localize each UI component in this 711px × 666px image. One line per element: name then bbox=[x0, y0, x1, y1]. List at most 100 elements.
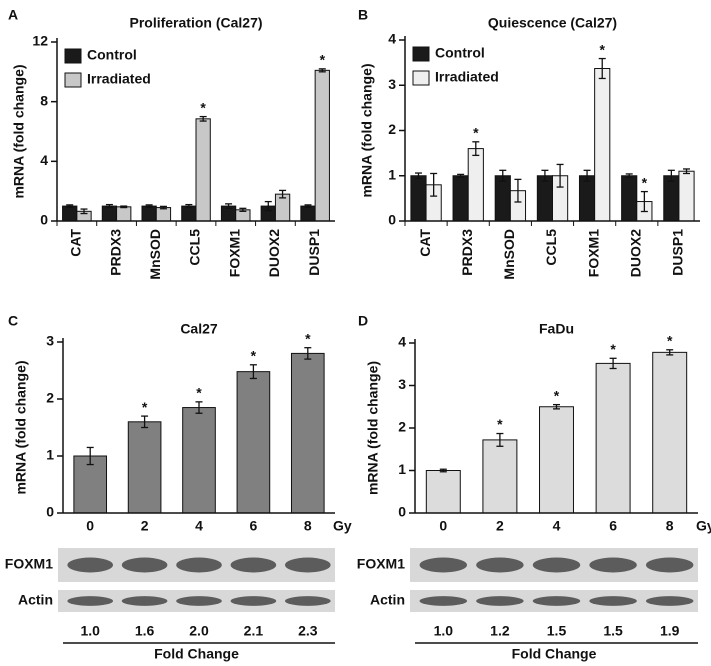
legend-label: Control bbox=[435, 45, 485, 61]
blot-band bbox=[67, 596, 114, 606]
error-bar bbox=[583, 169, 591, 182]
y-tick-label: 1 bbox=[398, 461, 406, 477]
fold-change-value: 1.2 bbox=[490, 623, 510, 639]
y-tick-label: 1 bbox=[388, 166, 396, 182]
x-tick-label: CCL5 bbox=[543, 229, 559, 266]
error-bar bbox=[86, 446, 94, 466]
bar bbox=[652, 351, 688, 514]
blot-band bbox=[230, 557, 277, 573]
y-tick-label: 2 bbox=[46, 390, 54, 406]
bar bbox=[290, 352, 325, 514]
legend-swatch bbox=[64, 72, 82, 88]
y-axis-label: mRNA (fold change) bbox=[359, 63, 375, 197]
error-bar bbox=[159, 205, 167, 210]
y-tick-label: 2 bbox=[388, 121, 396, 137]
legend-label: Irradiated bbox=[435, 69, 499, 85]
error-bar bbox=[439, 468, 447, 473]
error-bar bbox=[249, 364, 257, 380]
blot-band bbox=[121, 596, 168, 606]
x-tick-label: 8 bbox=[666, 518, 674, 534]
y-axis-label: mRNA (fold change) bbox=[13, 360, 29, 494]
significance-mark: * bbox=[667, 333, 673, 349]
blot-row-label: FOXM1 bbox=[5, 556, 53, 572]
bar bbox=[578, 175, 596, 222]
bar bbox=[663, 175, 680, 222]
x-tick-label: DUSP1 bbox=[670, 229, 686, 276]
bar bbox=[195, 118, 211, 222]
y-axis-label: mRNA (fold change) bbox=[365, 361, 381, 495]
x-tick-label: 4 bbox=[195, 518, 203, 534]
bar bbox=[467, 148, 484, 222]
x-tick-label: DUOX2 bbox=[266, 229, 282, 277]
y-tick-label: 4 bbox=[398, 334, 406, 350]
error-bar bbox=[499, 169, 507, 182]
x-tick-label: DUOX2 bbox=[627, 229, 643, 277]
x-tick-label: FOXM1 bbox=[226, 229, 242, 277]
chart-title: Quiescence (Cal27) bbox=[488, 15, 617, 31]
bar bbox=[314, 69, 330, 222]
blot-band bbox=[476, 557, 524, 573]
chart-title: Proliferation (Cal27) bbox=[129, 15, 262, 31]
bar bbox=[236, 371, 271, 514]
error-bar bbox=[199, 115, 207, 122]
fold-change-value: 2.1 bbox=[244, 623, 264, 639]
blot-band bbox=[476, 596, 524, 606]
bar bbox=[300, 205, 316, 222]
bar bbox=[452, 175, 469, 222]
x-tick-label: 8 bbox=[304, 518, 312, 534]
x-unit: Gy bbox=[333, 518, 352, 534]
significance-mark: * bbox=[305, 330, 311, 346]
x-tick-label: 4 bbox=[553, 518, 561, 534]
significance-mark: * bbox=[473, 125, 479, 141]
error-bar bbox=[304, 204, 312, 208]
blot-band bbox=[589, 596, 637, 606]
legend-swatch bbox=[412, 46, 430, 62]
bar bbox=[73, 455, 108, 514]
blot-band bbox=[419, 596, 468, 606]
blot-row-label: FOXM1 bbox=[357, 556, 405, 572]
error-bar bbox=[264, 200, 272, 212]
x-tick-label: MnSOD bbox=[147, 229, 163, 280]
error-bar bbox=[457, 173, 465, 178]
y-tick-label: 0 bbox=[398, 504, 406, 520]
significance-mark: * bbox=[642, 174, 648, 190]
error-bar bbox=[225, 203, 233, 209]
blot-band bbox=[121, 557, 168, 573]
y-tick-label: 0 bbox=[388, 212, 396, 228]
x-tick-label: FOXM1 bbox=[585, 229, 601, 277]
y-tick-label: 0 bbox=[46, 504, 54, 520]
blot-band bbox=[284, 596, 331, 606]
blot-band bbox=[67, 557, 114, 573]
significance-mark: * bbox=[554, 387, 560, 403]
chart-title: FaDu bbox=[539, 321, 574, 337]
blot-band bbox=[532, 557, 581, 573]
blot-band bbox=[176, 557, 222, 573]
y-tick-label: 3 bbox=[398, 376, 406, 392]
error-bar bbox=[195, 401, 203, 414]
y-tick-label: 3 bbox=[388, 76, 396, 92]
y-tick-label: 0 bbox=[40, 212, 48, 228]
legend-label: Irradiated bbox=[87, 71, 151, 87]
y-tick-label: 4 bbox=[388, 31, 396, 47]
error-bar bbox=[553, 403, 560, 410]
x-tick-label: 6 bbox=[609, 518, 617, 534]
error-bar bbox=[304, 347, 312, 360]
bar bbox=[116, 206, 132, 222]
blot-band bbox=[230, 596, 277, 606]
bar bbox=[181, 205, 197, 222]
significance-mark: * bbox=[610, 341, 616, 357]
chart-title: Cal27 bbox=[180, 321, 218, 337]
blot-row-label: Actin bbox=[370, 592, 405, 608]
x-tick-label: CAT bbox=[68, 229, 84, 257]
y-tick-label: 1 bbox=[46, 447, 54, 463]
error-bar bbox=[472, 141, 480, 157]
x-tick-label: PRDX3 bbox=[107, 229, 123, 276]
x-unit: Gy bbox=[696, 518, 711, 534]
blot-band bbox=[284, 557, 331, 573]
error-bar bbox=[105, 203, 113, 209]
x-tick-label: 0 bbox=[439, 518, 447, 534]
bar bbox=[410, 175, 427, 222]
legend-label: Control bbox=[87, 47, 137, 63]
error-bar bbox=[318, 68, 326, 73]
